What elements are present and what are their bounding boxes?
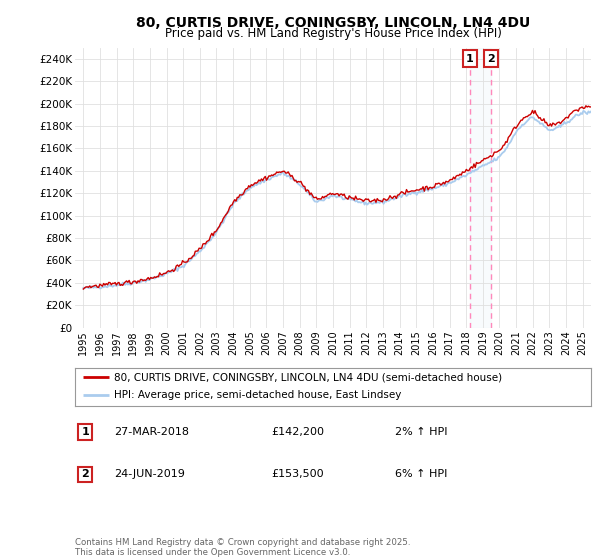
Text: 1: 1 [81, 427, 89, 437]
Text: 1: 1 [466, 54, 474, 64]
Text: £153,500: £153,500 [271, 469, 324, 479]
Text: Price paid vs. HM Land Registry's House Price Index (HPI): Price paid vs. HM Land Registry's House … [164, 27, 502, 40]
Text: HPI: Average price, semi-detached house, East Lindsey: HPI: Average price, semi-detached house,… [114, 390, 401, 400]
Text: 80, CURTIS DRIVE, CONINGSBY, LINCOLN, LN4 4DU: 80, CURTIS DRIVE, CONINGSBY, LINCOLN, LN… [136, 16, 530, 30]
Text: 24-JUN-2019: 24-JUN-2019 [114, 469, 185, 479]
Text: 2: 2 [81, 469, 89, 479]
Text: 27-MAR-2018: 27-MAR-2018 [114, 427, 188, 437]
Bar [470, 48, 491, 328]
Text: £142,200: £142,200 [271, 427, 324, 437]
Text: 80, CURTIS DRIVE, CONINGSBY, LINCOLN, LN4 4DU (semi-detached house): 80, CURTIS DRIVE, CONINGSBY, LINCOLN, LN… [114, 372, 502, 382]
Text: 2: 2 [487, 54, 494, 64]
Text: Contains HM Land Registry data © Crown copyright and database right 2025.
This d: Contains HM Land Registry data © Crown c… [75, 538, 410, 557]
Text: 2% ↑ HPI: 2% ↑ HPI [395, 427, 448, 437]
Text: 6% ↑ HPI: 6% ↑ HPI [395, 469, 447, 479]
